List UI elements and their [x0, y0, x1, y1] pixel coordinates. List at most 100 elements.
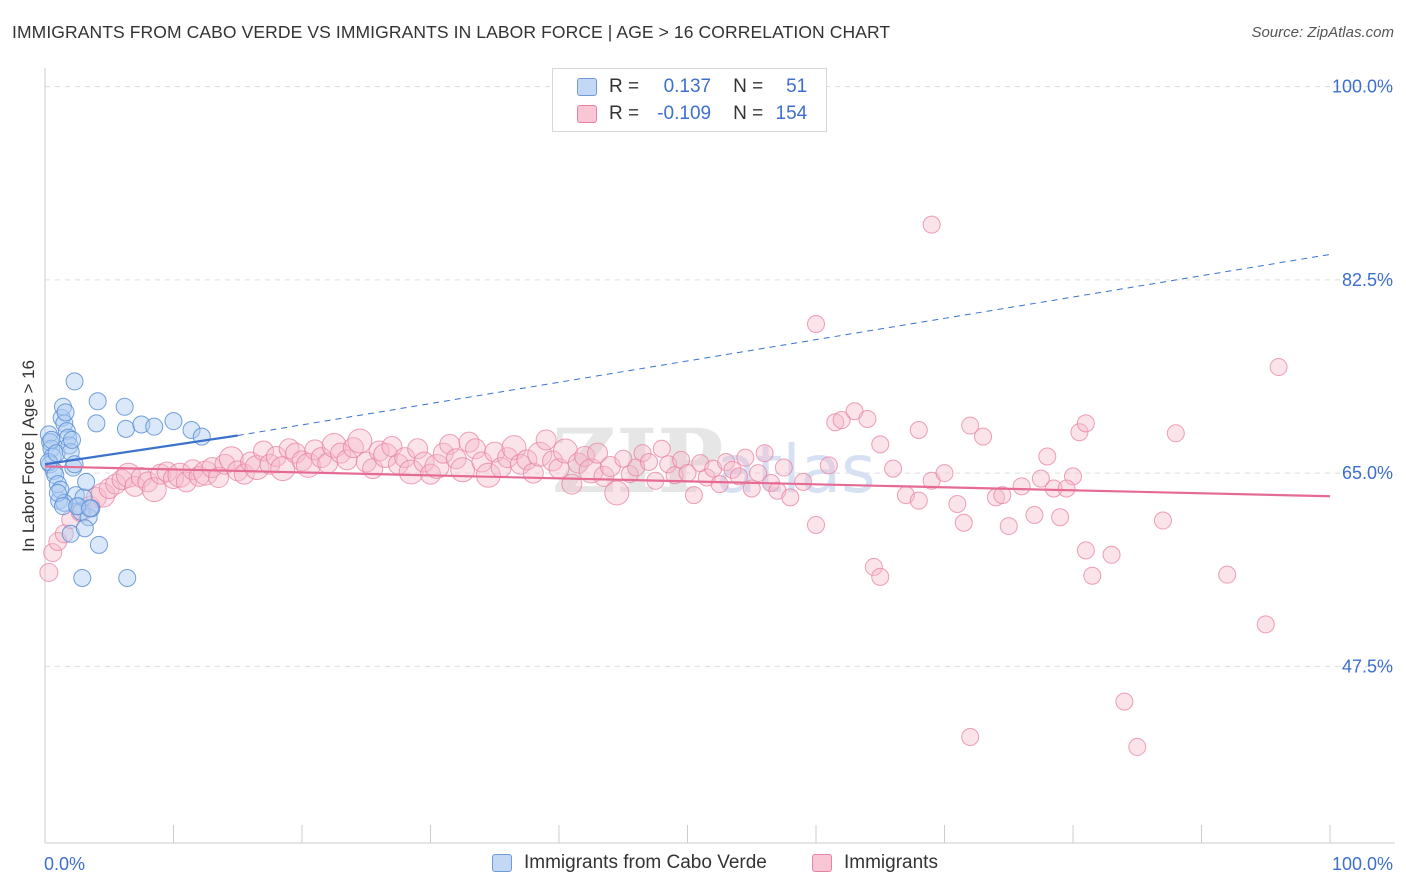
legend-r-label: R =	[609, 76, 640, 97]
y-tick-label: 65.0%	[1342, 463, 1393, 483]
data-point-cabo-verde	[73, 568, 92, 587]
data-point-cabo-verde	[115, 397, 134, 416]
data-point-immigrants	[1044, 479, 1063, 498]
data-point-immigrants	[1076, 541, 1095, 560]
data-point-immigrants	[717, 453, 736, 472]
data-point-cabo-verde	[118, 568, 137, 587]
data-point-immigrants	[1051, 508, 1070, 527]
data-point-immigrants	[156, 461, 178, 483]
data-point-cabo-verde	[48, 483, 67, 502]
data-point-immigrants	[948, 494, 967, 513]
data-point-immigrants	[1128, 737, 1147, 756]
data-point-cabo-verde	[53, 497, 72, 516]
data-point-immigrants	[742, 479, 761, 498]
data-point-immigrants	[593, 465, 615, 487]
data-point-immigrants	[39, 562, 59, 582]
data-point-immigrants	[652, 439, 671, 458]
data-point-cabo-verde	[56, 403, 75, 422]
watermark-zip: ZIP	[552, 409, 724, 513]
x-tick-label: 100.0%	[1332, 854, 1393, 874]
data-point-immigrants	[567, 452, 589, 474]
data-point-immigrants	[723, 460, 742, 479]
data-point-immigrants	[858, 409, 877, 428]
bottom-legend-cabo-verde: Immigrants from Cabo Verde	[492, 852, 767, 874]
data-point-immigrants	[794, 472, 813, 491]
data-point-immigrants	[561, 473, 583, 495]
y-tick-label: 100.0%	[1332, 77, 1393, 97]
data-point-immigrants	[43, 543, 63, 563]
data-point-immigrants	[684, 486, 703, 505]
bottom-legend-label: Immigrants from Cabo Verde	[524, 852, 767, 873]
data-point-immigrants	[961, 727, 980, 746]
watermark: ZIP atlas	[552, 409, 876, 513]
data-point-immigrants	[207, 466, 229, 488]
data-point-immigrants	[578, 458, 604, 484]
data-point-immigrants	[1218, 565, 1237, 584]
data-point-cabo-verde	[62, 430, 81, 449]
data-point-cabo-verde	[88, 392, 107, 411]
bottom-swatch-blue	[492, 854, 512, 872]
data-point-immigrants	[672, 450, 691, 469]
data-point-immigrants	[193, 460, 219, 486]
data-point-immigrants	[407, 438, 429, 460]
tick-labels: 47.5% 65.0% 82.5% 100.0% 0.0% 100.0%	[44, 77, 1393, 874]
chart-title: IMMIGRANTS FROM CABO VERDE VS IMMIGRANTS…	[12, 22, 891, 42]
data-point-immigrants	[214, 453, 236, 475]
legend-r-value: -0.109	[657, 103, 712, 124]
data-point-immigrants	[755, 444, 774, 463]
trend-lines	[44, 253, 1331, 498]
data-point-cabo-verde	[89, 535, 108, 554]
data-point-immigrants	[993, 486, 1012, 505]
data-point-immigrants	[1269, 358, 1288, 377]
axes	[44, 68, 1395, 844]
data-point-immigrants	[330, 442, 352, 464]
data-point-immigrants	[871, 567, 890, 586]
data-point-immigrants	[633, 444, 652, 463]
legend-r-label: R =	[609, 103, 640, 124]
data-point-cabo-verde	[87, 414, 106, 433]
legend-row-cabo-verde: R = 0.137 N = 51	[577, 75, 807, 99]
data-point-immigrants	[141, 477, 167, 503]
data-point-immigrants	[620, 465, 639, 484]
data-point-immigrants	[516, 449, 538, 471]
data-point-immigrants	[999, 517, 1018, 536]
data-point-immigrants	[54, 524, 74, 544]
data-point-immigrants	[736, 448, 755, 467]
data-point-immigrants	[1012, 477, 1031, 496]
data-point-immigrants	[1076, 414, 1095, 433]
data-point-immigrants	[1025, 506, 1044, 525]
data-point-immigrants	[252, 440, 274, 462]
data-point-cabo-verde	[75, 519, 94, 538]
data-point-immigrants	[552, 438, 578, 464]
data-point-cabo-verde	[116, 419, 135, 438]
data-point-immigrants	[484, 441, 506, 463]
trendline-immigrants	[44, 465, 1331, 498]
data-point-immigrants	[1115, 692, 1134, 711]
data-point-immigrants	[201, 457, 223, 479]
watermark-atlas: atlas	[716, 431, 876, 508]
data-point-immigrants	[501, 435, 527, 461]
data-point-cabo-verde	[164, 412, 183, 431]
data-point-immigrants	[604, 480, 630, 506]
data-point-immigrants	[729, 467, 748, 486]
data-point-immigrants	[884, 459, 903, 478]
data-point-immigrants	[424, 453, 450, 479]
data-point-immigrants	[475, 462, 501, 488]
data-point-immigrants	[574, 446, 596, 467]
data-point-immigrants	[1256, 615, 1275, 634]
data-point-immigrants	[935, 464, 954, 483]
data-point-immigrants	[1102, 545, 1121, 564]
data-point-cabo-verde	[80, 499, 99, 518]
bottom-swatch-pink	[812, 854, 832, 872]
legend-r-value: 0.137	[663, 76, 712, 97]
data-point-immigrants	[974, 427, 993, 446]
bottom-legend-label: Immigrants	[844, 852, 938, 873]
data-point-immigrants	[347, 428, 373, 454]
data-point-immigrants	[90, 482, 116, 508]
legend-swatch-pink	[577, 105, 597, 123]
data-point-immigrants	[1057, 479, 1076, 498]
data-point-immigrants	[909, 420, 928, 439]
x-tick-label: 0.0%	[44, 854, 85, 874]
data-point-immigrants	[1166, 424, 1185, 443]
